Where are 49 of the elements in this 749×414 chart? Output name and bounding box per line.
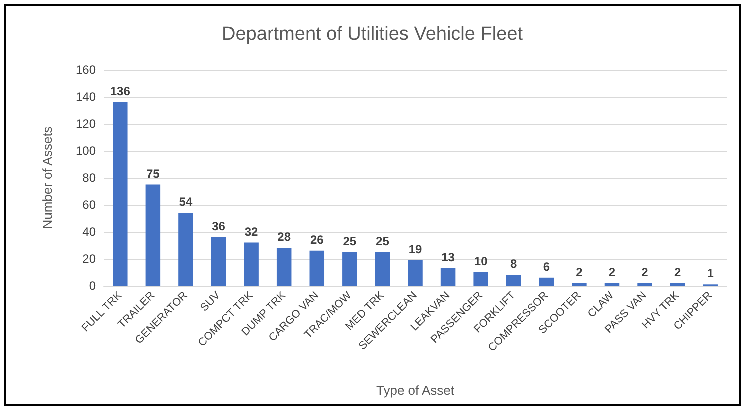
- bar: [604, 283, 620, 286]
- bar: [638, 283, 652, 286]
- data-label: 2: [674, 265, 682, 280]
- bar: [310, 250, 325, 286]
- data-label: 28: [278, 230, 292, 244]
- data-label: 10: [474, 254, 488, 268]
- bar: [375, 252, 390, 286]
- bar: [408, 260, 423, 286]
- bar: [211, 237, 226, 286]
- x-axis-title: Type of Asset: [376, 383, 455, 398]
- bar: [342, 252, 358, 286]
- data-label: 54: [179, 195, 193, 210]
- data-label: 6: [543, 260, 550, 274]
- bar: [670, 283, 686, 286]
- data-label: 2: [642, 265, 649, 280]
- y-tick-label: 80: [82, 171, 96, 185]
- data-label: 136: [110, 84, 131, 98]
- bar: [572, 283, 587, 286]
- bar: [440, 268, 456, 286]
- data-label: 36: [212, 219, 226, 234]
- y-tick-label: 20: [82, 252, 96, 266]
- data-label: 32: [244, 224, 259, 239]
- y-tick-label: 160: [76, 63, 96, 77]
- data-label: 25: [376, 234, 390, 248]
- data-label: 2: [576, 265, 584, 280]
- data-label: 2: [608, 265, 616, 280]
- y-tick-label: 0: [89, 279, 96, 293]
- data-label: 19: [408, 242, 422, 256]
- bar: [113, 102, 128, 286]
- bar: [244, 242, 259, 286]
- y-tick-label: 100: [76, 144, 96, 158]
- y-tick-label: 120: [76, 117, 96, 131]
- y-tick-label: 60: [82, 198, 96, 212]
- bar: [506, 275, 522, 286]
- bar: [539, 278, 554, 286]
- bar: [474, 272, 488, 286]
- bar: [178, 213, 194, 286]
- y-tick-label: 140: [76, 90, 96, 104]
- bar: [146, 184, 161, 286]
- bar: [276, 248, 292, 286]
- chart-title: Department of Utilities Vehicle Fleet: [222, 24, 524, 45]
- data-label: 1: [707, 266, 714, 281]
- data-label: 25: [343, 234, 357, 248]
- data-label: 13: [442, 250, 456, 264]
- data-label: 75: [146, 166, 160, 181]
- y-axis-title: Number of Assets: [40, 126, 55, 230]
- y-tick-label: 40: [82, 225, 96, 239]
- data-label: 8: [510, 257, 518, 272]
- data-label: 26: [310, 232, 324, 247]
